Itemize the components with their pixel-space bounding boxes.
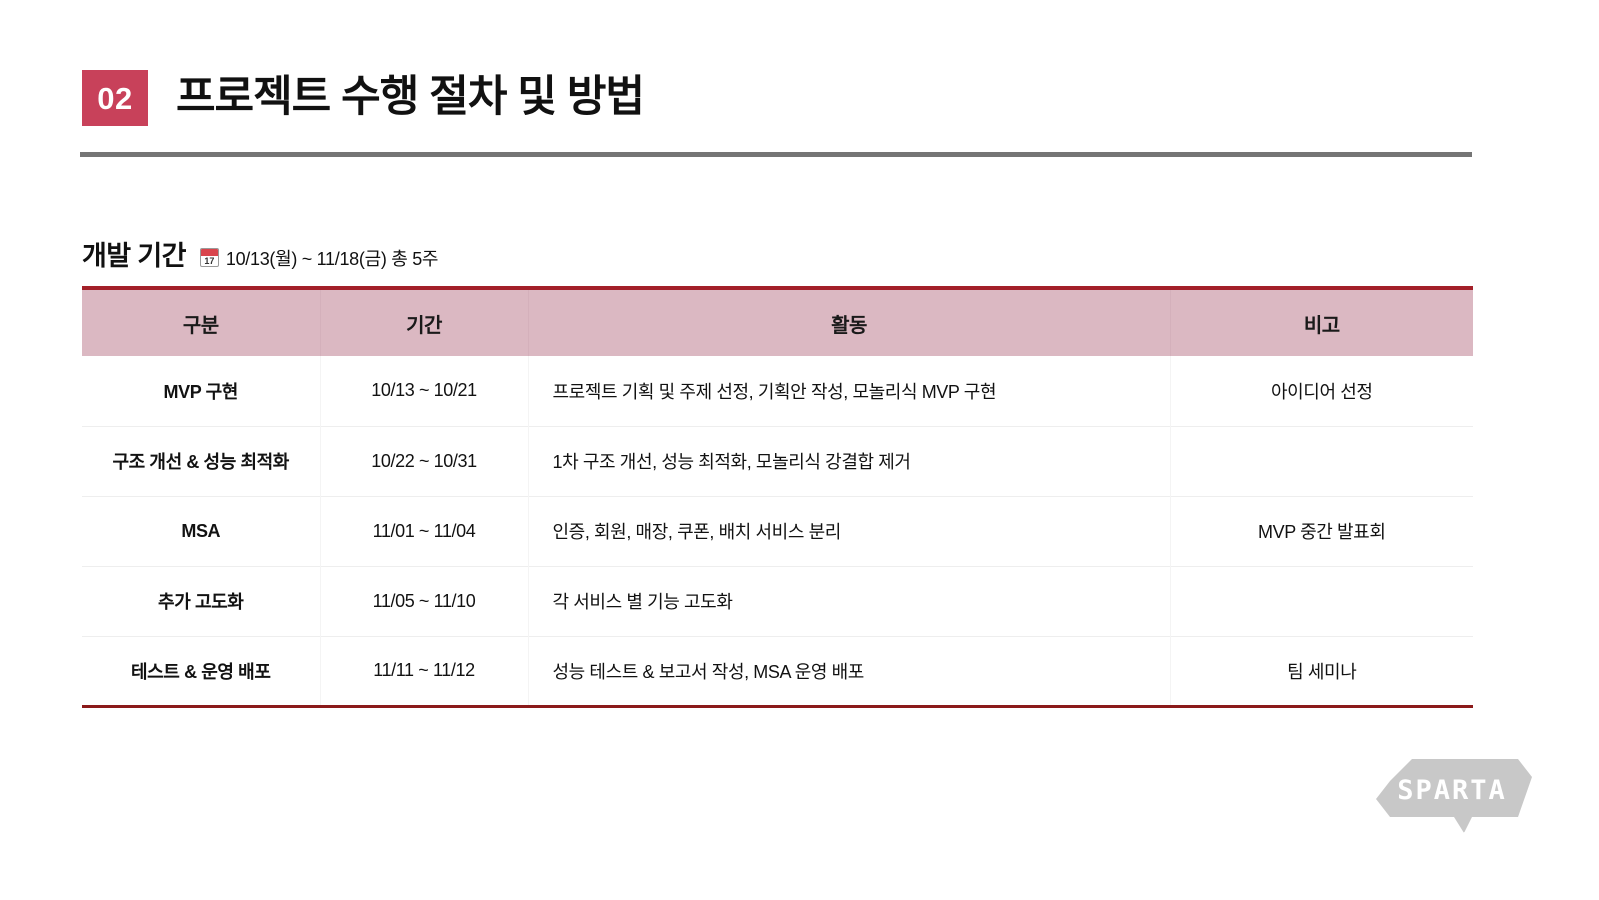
subtitle-date-range: 10/13(월) ~ 11/18(금) 총 5주 (225, 249, 439, 269)
sparta-logo-wordmark: SPARTA (1397, 775, 1507, 806)
table-row: 추가 고도화 11/05 ~ 11/10 각 서비스 별 기능 고도화 (82, 565, 1473, 636)
cell-activity: 성능 테스트 & 보고서 작성, MSA 운영 배포 (527, 635, 1170, 708)
sparta-logo-shape (1376, 759, 1532, 833)
cell-period: 11/01 ~ 11/04 (319, 495, 528, 566)
cell-remark (1169, 425, 1473, 496)
table-row: 구조 개선 & 성능 최적화 10/22 ~ 10/31 1차 구조 개선, 성… (82, 425, 1473, 496)
subtitle-label: 개발 기간 (82, 241, 186, 271)
table-header: 구분 기간 활동 비고 (82, 286, 1473, 356)
calendar-icon-day: 17 (204, 255, 215, 266)
column-header-activity: 활동 (527, 286, 1170, 356)
cell-period: 10/13 ~ 10/21 (319, 356, 528, 426)
cell-remark: 아이디어 선정 (1169, 356, 1473, 426)
cell-division: 추가 고도화 (82, 565, 320, 636)
sparta-logo-code-glyph: </> (1463, 822, 1497, 844)
cell-division: MVP 구현 (163, 381, 239, 402)
cell-activity: 1차 구조 개선, 성능 최적화, 모놀리식 강결합 제거 (527, 425, 1170, 496)
sparta-logo: SPARTA </> (1368, 755, 1534, 847)
subtitle-block: 개발 기간 17 10/13(월) ~ 11/18(금) 총 5주 (82, 234, 438, 273)
cell-activity: 프로젝트 기획 및 주제 선정, 기획안 작성, 모놀리식 MVP 구현 (527, 356, 1170, 426)
table-header-row: 구분 기간 활동 비고 (82, 286, 1473, 356)
page-title: 프로젝트 수행 절차 및 방법 (176, 73, 645, 122)
table-body: MVP 구현 10/13 ~ 10/21 프로젝트 기획 및 주제 선정, 기획… (82, 356, 1473, 708)
calendar-icon: 17 (199, 248, 219, 267)
column-header-period: 기간 (319, 286, 528, 356)
cell-division: 테스트 & 운영 배포 (82, 635, 320, 708)
cell-period: 11/11 ~ 11/12 (319, 635, 528, 708)
table-row: MSA 11/01 ~ 11/04 인증, 회원, 매장, 쿠폰, 배치 서비스… (82, 495, 1473, 566)
schedule-table: 구분 기간 활동 비고 MVP 구현 10/13 ~ 10/21 프로젝트 기획… (82, 286, 1473, 708)
cell-period: 10/22 ~ 10/31 (319, 425, 528, 496)
cell-remark (1169, 565, 1473, 636)
column-header-remark: 비고 (1169, 286, 1473, 356)
cell-division: MSA (82, 495, 320, 566)
cell-division: 구조 개선 & 성능 최적화 (82, 425, 320, 496)
cell-activity: 각 서비스 별 기능 고도화 (527, 565, 1170, 636)
column-header-division: 구분 (82, 286, 320, 356)
table-row: 테스트 & 운영 배포 11/11 ~ 11/12 성능 테스트 & 보고서 작… (82, 635, 1473, 708)
cell-remark: 팀 세미나 (1169, 635, 1473, 708)
cell-activity: 인증, 회원, 매장, 쿠폰, 배치 서비스 분리 (527, 495, 1170, 566)
slide-header: 02 프로젝트 수행 절차 및 방법 (82, 70, 645, 126)
header-divider (80, 152, 1472, 157)
table-row: MVP 구현 10/13 ~ 10/21 프로젝트 기획 및 주제 선정, 기획… (82, 356, 1473, 426)
section-number-badge: 02 (82, 70, 148, 126)
calendar-icon-band (200, 249, 218, 256)
cell-remark: MVP 중간 발표회 (1169, 495, 1473, 566)
cell-period: 11/05 ~ 11/10 (319, 565, 528, 636)
